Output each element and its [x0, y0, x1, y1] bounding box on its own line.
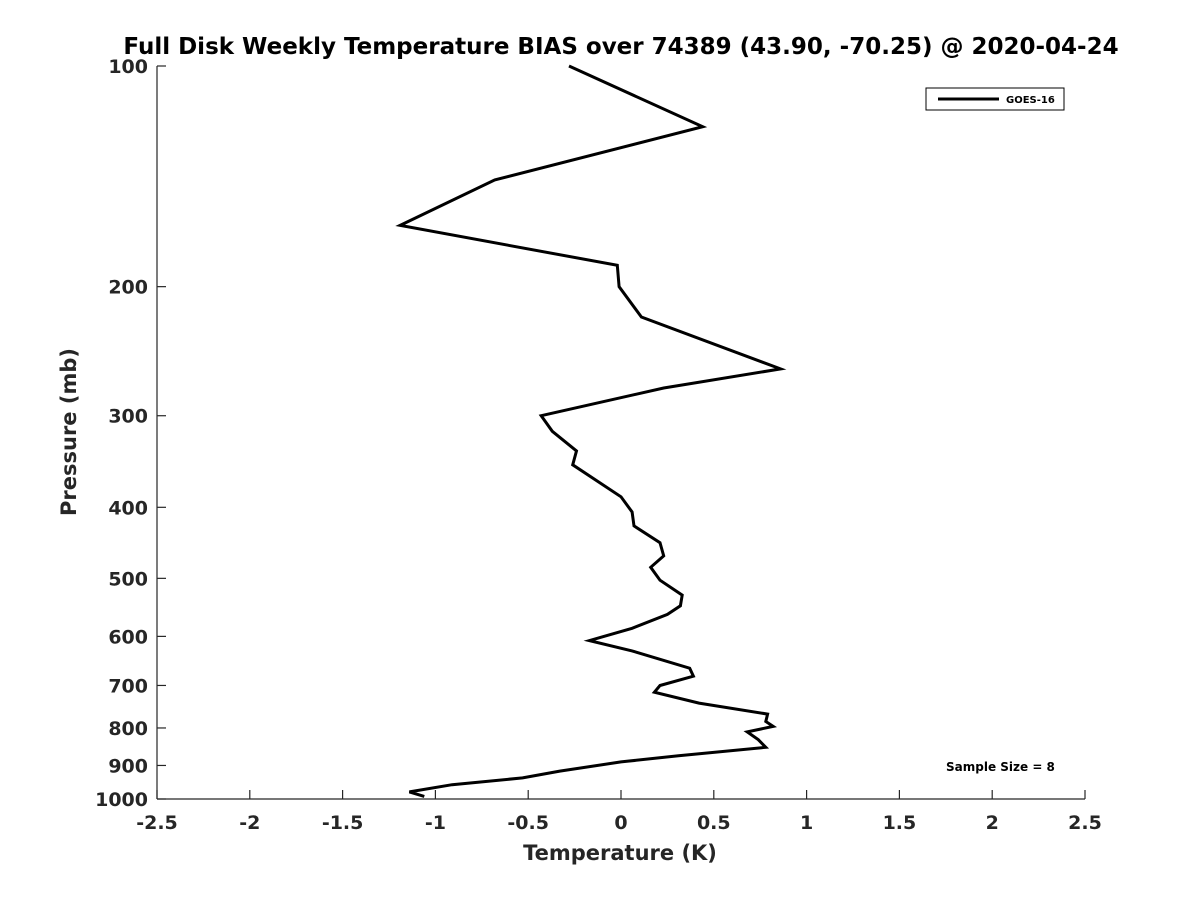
sample-size-annotation: Sample Size = 8 [946, 760, 1055, 774]
y-tick-label: 400 [108, 497, 148, 519]
x-tick-label: 0 [614, 812, 627, 834]
x-axis-ticks: -2.5 -2 -1.5 -1 -0.5 0 0.5 1 1.5 2 2.5 [136, 790, 1102, 834]
x-tick-label: -1.5 [322, 812, 364, 834]
y-tick-label: 500 [108, 568, 148, 590]
x-tick-label: -2.5 [136, 812, 178, 834]
y-tick-label: 1000 [95, 789, 148, 811]
x-tick-label: -2 [239, 812, 260, 834]
x-axis-label: Temperature (K) [523, 841, 717, 865]
y-tick-label: 800 [108, 718, 148, 740]
y-tick-label: 900 [108, 755, 148, 777]
x-tick-label: -0.5 [507, 812, 549, 834]
chart-title: Full Disk Weekly Temperature BIAS over 7… [123, 34, 1118, 60]
plot-axes [156, 66, 1085, 800]
y-axis-label: Pressure (mb) [57, 348, 81, 516]
x-tick-label: 2.5 [1068, 812, 1102, 834]
x-tick-label: 1.5 [883, 812, 917, 834]
series-layer [395, 64, 787, 798]
x-tick-label: 0.5 [697, 812, 731, 834]
y-tick-label: 700 [108, 675, 148, 697]
x-tick-label: -1 [425, 812, 446, 834]
legend-label: GOES-16 [1006, 95, 1055, 106]
y-tick-label: 200 [108, 277, 148, 299]
x-tick-label: 2 [986, 812, 999, 834]
y-tick-label: 600 [108, 626, 148, 648]
series-line-goes-16 [395, 64, 787, 798]
legend: GOES-16 [925, 87, 1065, 111]
y-tick-label: 100 [108, 56, 148, 78]
y-axis-ticks: 100 200 300 400 500 600 700 800 900 1000 [95, 56, 166, 811]
y-tick-label: 300 [108, 406, 148, 428]
x-tick-label: 1 [800, 812, 813, 834]
